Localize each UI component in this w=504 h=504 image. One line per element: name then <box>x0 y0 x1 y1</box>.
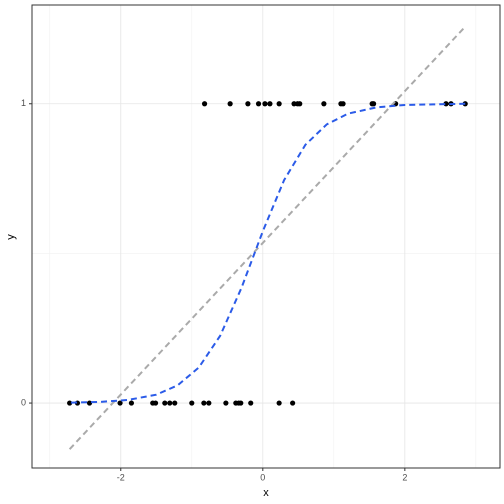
point <box>276 101 282 107</box>
point <box>206 400 212 406</box>
point <box>223 400 229 406</box>
y-axis-title: y <box>5 234 17 240</box>
point <box>189 400 195 406</box>
point <box>276 400 282 406</box>
point <box>255 101 262 107</box>
point <box>167 400 173 406</box>
point <box>267 101 273 107</box>
point <box>297 101 303 107</box>
point <box>290 400 296 406</box>
point <box>162 400 168 406</box>
point <box>67 400 73 406</box>
y-tick-label: 1 <box>21 98 26 108</box>
point <box>172 400 178 406</box>
point <box>262 101 268 107</box>
x-tick-label: 2 <box>402 472 407 482</box>
point <box>117 400 123 406</box>
x-tick-label: 0 <box>260 472 265 482</box>
point <box>238 400 244 406</box>
point <box>227 101 233 107</box>
x-axis-title: x <box>263 487 269 499</box>
fit-line <box>68 25 467 450</box>
point <box>86 400 93 406</box>
point <box>245 101 251 107</box>
y-tick-label: 0 <box>21 397 26 407</box>
point <box>152 400 159 406</box>
point <box>321 101 327 107</box>
panel-border <box>31 4 501 469</box>
point <box>248 400 254 406</box>
point <box>370 101 377 107</box>
point <box>201 101 208 107</box>
x-tick-label: -2 <box>117 472 125 482</box>
point <box>201 400 207 406</box>
point <box>128 400 135 406</box>
point <box>340 101 346 107</box>
